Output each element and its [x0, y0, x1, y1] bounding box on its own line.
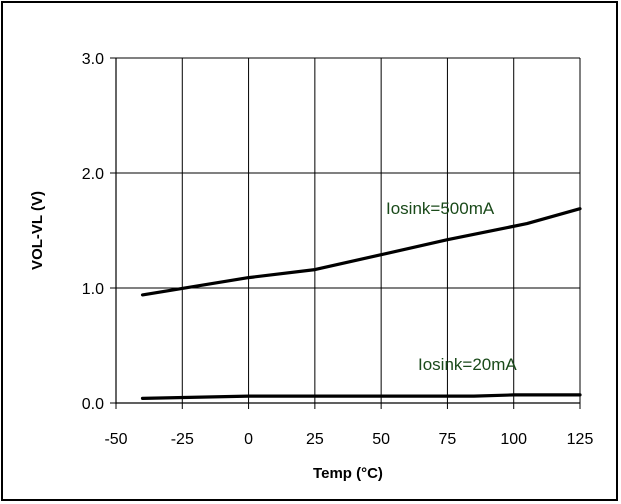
x-tick-label: -25: [171, 431, 194, 448]
x-tick-label: -50: [104, 431, 127, 448]
y-axis-title: VOL-VL (V): [29, 191, 46, 270]
axes: [115, 58, 580, 404]
x-tick-label: 75: [439, 431, 457, 448]
series-label-iosink-500ma: Iosink=500mA: [386, 199, 495, 218]
x-tick-label: 100: [500, 431, 527, 448]
series-line-1: [140, 393, 582, 400]
y-tick-label: 1.0: [82, 281, 104, 298]
x-tick-label: 125: [567, 431, 594, 448]
x-tick-label: 25: [306, 431, 324, 448]
series-group: [140, 207, 582, 400]
series-line-0: [140, 207, 582, 297]
y-tick-label: 3.0: [82, 51, 104, 68]
ticks: -50 -25 0 25 50 75 100 125 0.0 1.0 2.0 3.0: [82, 51, 594, 448]
x-axis-title: Temp (°C): [313, 465, 383, 482]
plot-area: [116, 58, 580, 403]
y-tick-label: 0.0: [82, 396, 104, 413]
x-tick-label: 50: [372, 431, 390, 448]
grid: [116, 57, 581, 403]
y-tick-label: 2.0: [82, 166, 104, 183]
x-tick-label: 0: [244, 431, 253, 448]
series-label-iosink-20ma: Iosink=20mA: [418, 355, 517, 374]
